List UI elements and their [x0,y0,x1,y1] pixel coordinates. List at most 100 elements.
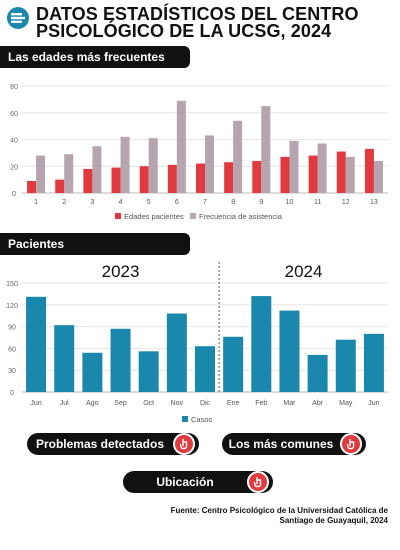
x-tick-label: 3 [90,199,94,206]
x-tick-label: Sep [114,400,127,407]
x-tick-label: Mar [283,400,296,407]
bar [280,156,290,193]
ubicacion-button[interactable]: Ubicación [123,471,273,493]
mas-comunes-label: Los más comunes [228,437,334,451]
bar [138,351,159,392]
bar [54,325,75,392]
bar [364,148,374,193]
x-tick-label: Ene [227,400,240,407]
y-tick-label: 150 [6,281,18,288]
bar [223,336,244,392]
x-tick-label: 13 [370,199,378,206]
x-tick-label: Dic [200,400,211,407]
problemas-detectados-label: Problemas detectados [35,437,165,451]
x-tick-label: Jun [368,400,379,407]
bar [64,154,74,193]
legend-label: Casos [191,415,213,424]
y-tick-label: 0 [12,191,16,198]
x-tick-label: 8 [231,199,235,206]
x-tick-label: 1 [34,199,38,206]
bar [279,310,300,392]
legend-label: Edades pacientes [124,212,184,221]
y-tick-label: 120 [6,303,18,310]
ubicacion-label: Ubicación [156,475,214,489]
bar [55,179,65,193]
bar [224,162,234,193]
x-tick-label: Feb [255,400,267,407]
bar [196,163,205,193]
bar [83,168,93,193]
x-tick-label: 11 [314,199,321,206]
problemas-detectados-button[interactable]: Problemas detectados [27,433,199,455]
year-label: 2024 [285,262,323,281]
y-tick-label: 20 [10,164,18,171]
bar [36,155,46,193]
legend-label: Frecuencia de asistencia [199,212,283,221]
x-tick-label: 7 [203,199,207,206]
bar [317,143,327,193]
bar [110,328,131,392]
bar [308,155,318,193]
tap-hand-icon [173,433,195,455]
legend-swatch [190,213,196,219]
y-tick-label: 60 [8,346,16,353]
bar [176,100,186,193]
bar [92,146,102,193]
x-tick-label: 2 [62,199,66,206]
page-title: DATOS ESTADÍSTICOS DEL CENTRO PSICOLÓGIC… [36,4,396,41]
bar [167,164,177,193]
bar [205,135,214,193]
bar [195,346,215,392]
y-tick-label: 0 [10,390,14,397]
title-line-1: DATOS ESTADÍSTICOS DEL CENTRO [36,4,359,24]
bar [251,296,272,392]
bar [335,339,356,392]
bar [261,106,271,193]
bar [27,180,37,193]
mas-comunes-button[interactable]: Los más comunes [222,433,366,455]
bar [345,156,355,193]
x-tick-label: Abr [312,400,324,407]
bar [336,151,346,193]
patients-chart: 2023 2024 0 30 60 90 120 150 Jun Jul Ago Sep Oct No… [6,262,388,424]
x-tick-label: 9 [259,199,263,206]
bar [166,313,187,392]
source-note: Fuente: Centro Psicológico de la Univers… [171,506,388,526]
x-tick-label: Ago [86,400,99,407]
bar [120,136,130,193]
legend-swatch [115,213,121,219]
y-tick-label: 30 [8,368,16,375]
legend-swatch [182,416,188,422]
section-label-ages: Las edades más frecuentes [0,46,190,68]
bar [363,333,384,392]
bar [373,160,383,193]
x-tick-label: Nov [171,400,184,407]
y-tick-label: 40 [10,138,18,145]
bar [289,140,299,193]
x-tick-label: 12 [342,199,350,206]
tap-hand-icon [340,433,362,455]
source-line-2: Santiago de Guayaquil, 2024 [279,516,388,525]
bar [252,160,262,193]
year-label: 2023 [102,262,140,281]
bar [233,120,243,193]
x-tick-label: 4 [119,199,123,206]
bar [307,354,328,392]
x-tick-label: 5 [147,199,151,206]
x-tick-label: Jun [30,400,41,407]
section-label-patients: Pacientes [0,233,190,255]
bar [148,138,158,193]
x-tick-label: Jul [60,400,69,407]
source-line-1: Fuente: Centro Psicológico de la Univers… [170,506,388,515]
title-line-2: PSICOLÓGICO DE LA UCSG, 2024 [36,21,332,41]
y-tick-label: 80 [10,84,18,91]
tap-hand-icon [247,471,269,493]
x-tick-label: Oct [143,400,154,407]
x-tick-label: 10 [286,199,294,206]
bar [139,166,149,193]
ucsg-logo-icon [6,6,30,30]
bar [82,352,103,392]
x-tick-label: 6 [175,199,179,206]
y-tick-label: 60 [10,111,18,118]
